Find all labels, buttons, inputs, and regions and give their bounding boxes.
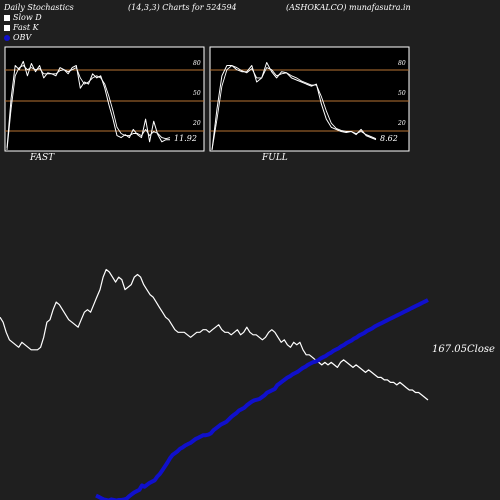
full-series-slow-d: [211, 65, 377, 151]
legend-swatch: [4, 14, 10, 21]
full-tick-80: 80: [398, 60, 406, 67]
legend-slow-d: Slow D: [4, 13, 42, 22]
fast-tick-50: 50: [193, 90, 201, 97]
legend-swatch: [4, 34, 10, 41]
legend-label: Slow D: [13, 13, 42, 22]
obv-line: [95, 298, 429, 500]
legend-fast-k: Fast K: [4, 23, 39, 32]
close-price-label: 167.05Close: [432, 344, 495, 355]
legend-label: OBV: [13, 33, 32, 42]
full-series-fast-k: [211, 62, 377, 151]
fast-tick-20: 20: [192, 120, 201, 127]
chart-title: Daily Stochastics: [4, 3, 74, 12]
fast-panel-frame: [4, 46, 205, 152]
site-label: (ASHOKALCO) munafasutra.in: [286, 3, 411, 12]
full-panel: 80 50 20 8.62 FULL: [209, 46, 410, 163]
legend-obv: OBV: [4, 33, 31, 42]
fast-last-value: 11.92: [174, 134, 197, 143]
legend-swatch: [4, 24, 10, 31]
full-tick-50: 50: [398, 90, 406, 97]
fast-panel-title: FAST: [29, 153, 55, 163]
fast-series-slow-d: [6, 65, 171, 151]
full-last-value: 8.62: [380, 134, 398, 143]
full-tick-20: 20: [397, 120, 406, 127]
chart-params: (14,3,3) Charts for 524594: [128, 3, 237, 12]
close-price-line: [0, 268, 429, 401]
price-obv-panel: 167.05Close: [0, 268, 495, 500]
legend-label: Fast K: [13, 23, 39, 32]
fast-tick-80: 80: [193, 60, 201, 67]
full-panel-frame: [209, 46, 410, 152]
fast-panel: 80 50 20 11.92 FAST: [4, 46, 205, 163]
full-panel-title: FULL: [261, 153, 288, 163]
